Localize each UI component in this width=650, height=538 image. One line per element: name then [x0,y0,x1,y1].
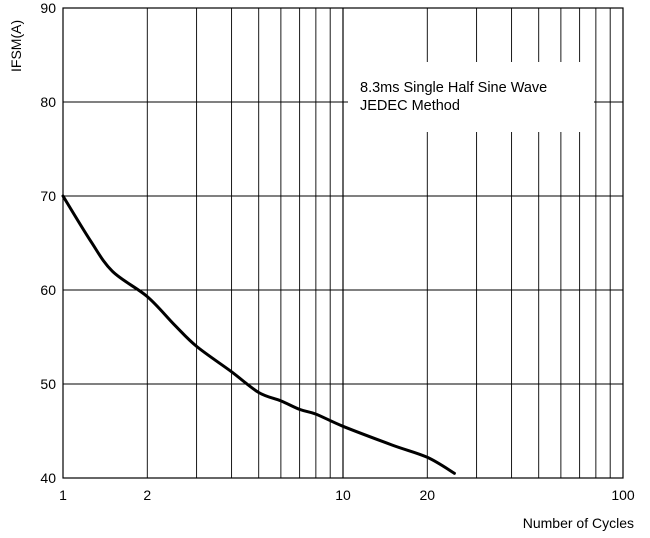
annotation-line-2: JEDEC Method [360,98,460,114]
x-tick-label: 1 [59,487,67,503]
y-tick-label: 50 [40,376,56,392]
x-tick-label: 100 [611,487,635,503]
annotation-box: 8.3ms Single Half Sine Wave JEDEC Method [348,62,594,132]
y-axis-label: IFSM(A) [8,20,24,72]
y-tick-label: 40 [40,470,56,486]
x-tick-label: 20 [419,487,435,503]
y-tick-labels: 40 50 60 70 80 90 [40,0,56,486]
x-tick-labels: 1 2 10 20 100 [59,487,635,503]
y-tick-label: 70 [40,188,56,204]
plot-frame [62,7,624,479]
y-axis-label-group: IFSM(A) [6,6,26,72]
annotation-line-1: 8.3ms Single Half Sine Wave [360,80,547,96]
y-tick-label: 80 [40,94,56,110]
series-line [61,194,456,475]
x-tick-label: 2 [143,487,151,503]
y-tick-label: 90 [40,0,56,16]
x-tick-label: 10 [335,487,351,503]
x-axis-label: Number of Cycles [523,515,634,531]
y-tick-label: 60 [40,282,56,298]
